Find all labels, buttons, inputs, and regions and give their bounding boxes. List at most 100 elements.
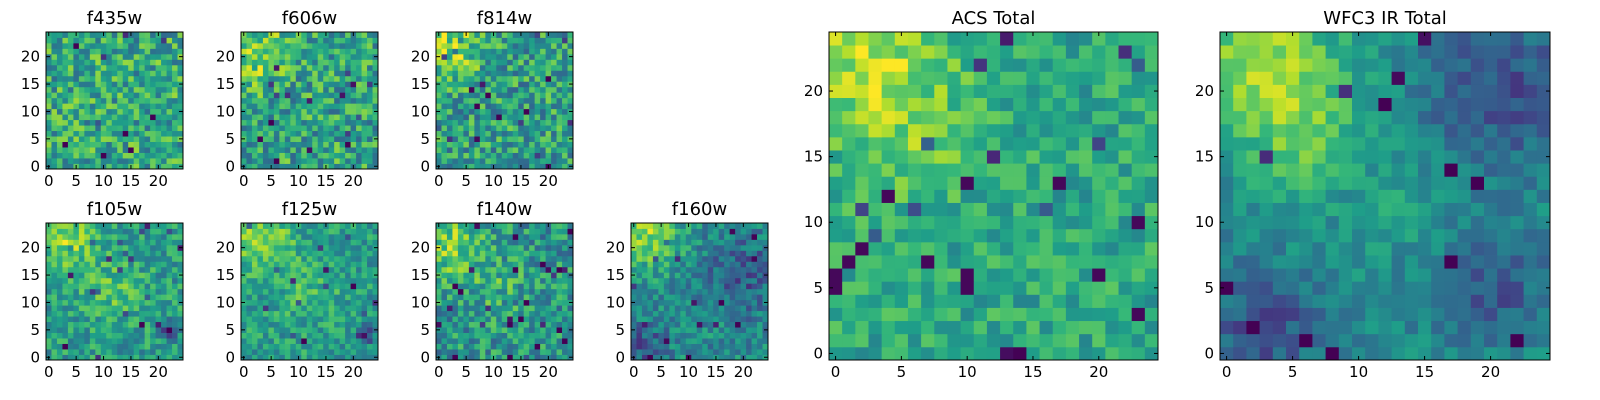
heatmap-cell xyxy=(177,119,184,126)
heatmap-cell xyxy=(512,32,519,38)
heatmap-cell xyxy=(150,250,156,257)
heatmap-cell xyxy=(56,305,63,312)
heatmap-cell xyxy=(139,163,146,170)
heatmap-cell xyxy=(111,103,118,110)
heatmap-cell xyxy=(669,283,676,290)
heatmap-cell xyxy=(241,261,247,268)
heatmap-cell xyxy=(562,92,568,99)
heatmap-cell xyxy=(334,59,341,66)
heatmap-cell xyxy=(496,332,503,339)
heatmap-cell xyxy=(729,354,736,361)
heatmap-cell xyxy=(51,163,58,170)
heatmap-cell xyxy=(490,108,497,115)
heatmap-cell xyxy=(150,141,156,148)
heatmap-cell xyxy=(372,310,379,317)
heatmap-cell xyxy=(328,103,335,110)
heatmap-cell xyxy=(241,305,247,312)
heatmap-cell xyxy=(323,250,330,257)
heatmap-cell xyxy=(468,294,475,301)
heatmap-cell xyxy=(317,261,324,268)
heatmap-cell xyxy=(674,288,681,295)
heatmap-cell xyxy=(507,233,514,240)
heatmap-cell xyxy=(339,299,346,306)
heatmap-cell xyxy=(95,277,102,284)
heatmap-cell xyxy=(155,125,162,132)
heatmap-cell xyxy=(855,189,869,203)
heatmap-cell xyxy=(56,299,63,306)
heatmap-cell xyxy=(356,250,362,257)
heatmap-cell xyxy=(518,305,525,312)
heatmap-cell xyxy=(907,255,922,269)
heatmap-cell xyxy=(67,158,74,164)
heatmap-cell xyxy=(436,305,442,312)
heatmap-cell xyxy=(855,346,869,361)
heatmap-cell xyxy=(452,349,459,355)
heatmap-cell xyxy=(350,332,357,339)
heatmap-cell xyxy=(446,119,453,126)
heatmap-cell xyxy=(474,119,481,126)
heatmap-cell xyxy=(89,310,96,317)
heatmap-cell xyxy=(512,244,519,251)
heatmap-cell xyxy=(652,266,659,273)
heatmap-cell xyxy=(306,152,313,159)
heatmap-cell xyxy=(166,37,173,44)
heatmap-cell xyxy=(251,233,258,240)
heatmap-cell xyxy=(1144,268,1159,282)
heatmap-cell xyxy=(339,75,346,82)
heatmap-cell xyxy=(155,233,162,240)
heatmap-cell xyxy=(921,346,935,361)
heatmap-cell xyxy=(551,321,557,328)
heatmap-cell xyxy=(540,261,546,268)
heatmap-cell xyxy=(89,147,96,153)
heatmap-cell xyxy=(512,343,519,350)
heatmap-cell xyxy=(894,255,909,269)
heatmap-cell xyxy=(301,147,308,153)
heatmap-cell xyxy=(356,244,362,251)
heatmap-cell xyxy=(1092,228,1106,243)
heatmap-cell xyxy=(540,272,546,279)
heatmap-cell xyxy=(501,288,508,295)
heatmap-cell xyxy=(67,37,74,44)
heatmap-cell xyxy=(507,349,514,355)
heatmap-cell xyxy=(84,244,91,251)
heatmap-cell xyxy=(490,119,497,126)
heatmap-cell xyxy=(46,338,52,344)
heatmap-cell xyxy=(512,272,519,279)
heatmap-cell xyxy=(150,299,156,306)
heatmap-cell xyxy=(161,338,167,344)
heatmap-cell xyxy=(696,354,703,361)
heatmap-cell xyxy=(279,316,286,323)
heatmap-cell xyxy=(372,266,379,273)
heatmap-cell xyxy=(246,343,253,350)
heatmap-cell xyxy=(111,32,118,38)
heatmap-cell xyxy=(441,75,448,82)
heatmap-cell xyxy=(323,147,330,153)
heatmap-cell xyxy=(567,321,574,328)
heatmap-cell xyxy=(372,338,379,344)
heatmap-cell xyxy=(534,158,541,164)
heatmap-cell xyxy=(62,354,69,361)
heatmap-cell xyxy=(718,255,725,262)
y-tick-label: 20 xyxy=(21,48,40,66)
heatmap-cell xyxy=(251,310,258,317)
heatmap-cell xyxy=(46,343,52,350)
heatmap-cell xyxy=(485,266,492,273)
heatmap-cell xyxy=(128,147,135,153)
heatmap-cell xyxy=(534,59,541,66)
heatmap-cell xyxy=(1131,307,1146,322)
heatmap-cell xyxy=(84,130,91,137)
heatmap-cell xyxy=(947,241,961,256)
heatmap-cell xyxy=(907,281,922,295)
heatmap-cell xyxy=(518,316,525,323)
heatmap-cell xyxy=(166,81,173,88)
heatmap-cell xyxy=(474,141,481,148)
heatmap-cell xyxy=(317,103,324,110)
heatmap-cell xyxy=(534,53,541,60)
heatmap-cell xyxy=(501,233,508,240)
heatmap-cell xyxy=(556,316,563,323)
heatmap-cell xyxy=(518,277,525,284)
heatmap-cell xyxy=(106,119,113,126)
heatmap-cell xyxy=(534,130,541,137)
heatmap-cell xyxy=(669,250,676,257)
heatmap-cell xyxy=(452,81,459,88)
